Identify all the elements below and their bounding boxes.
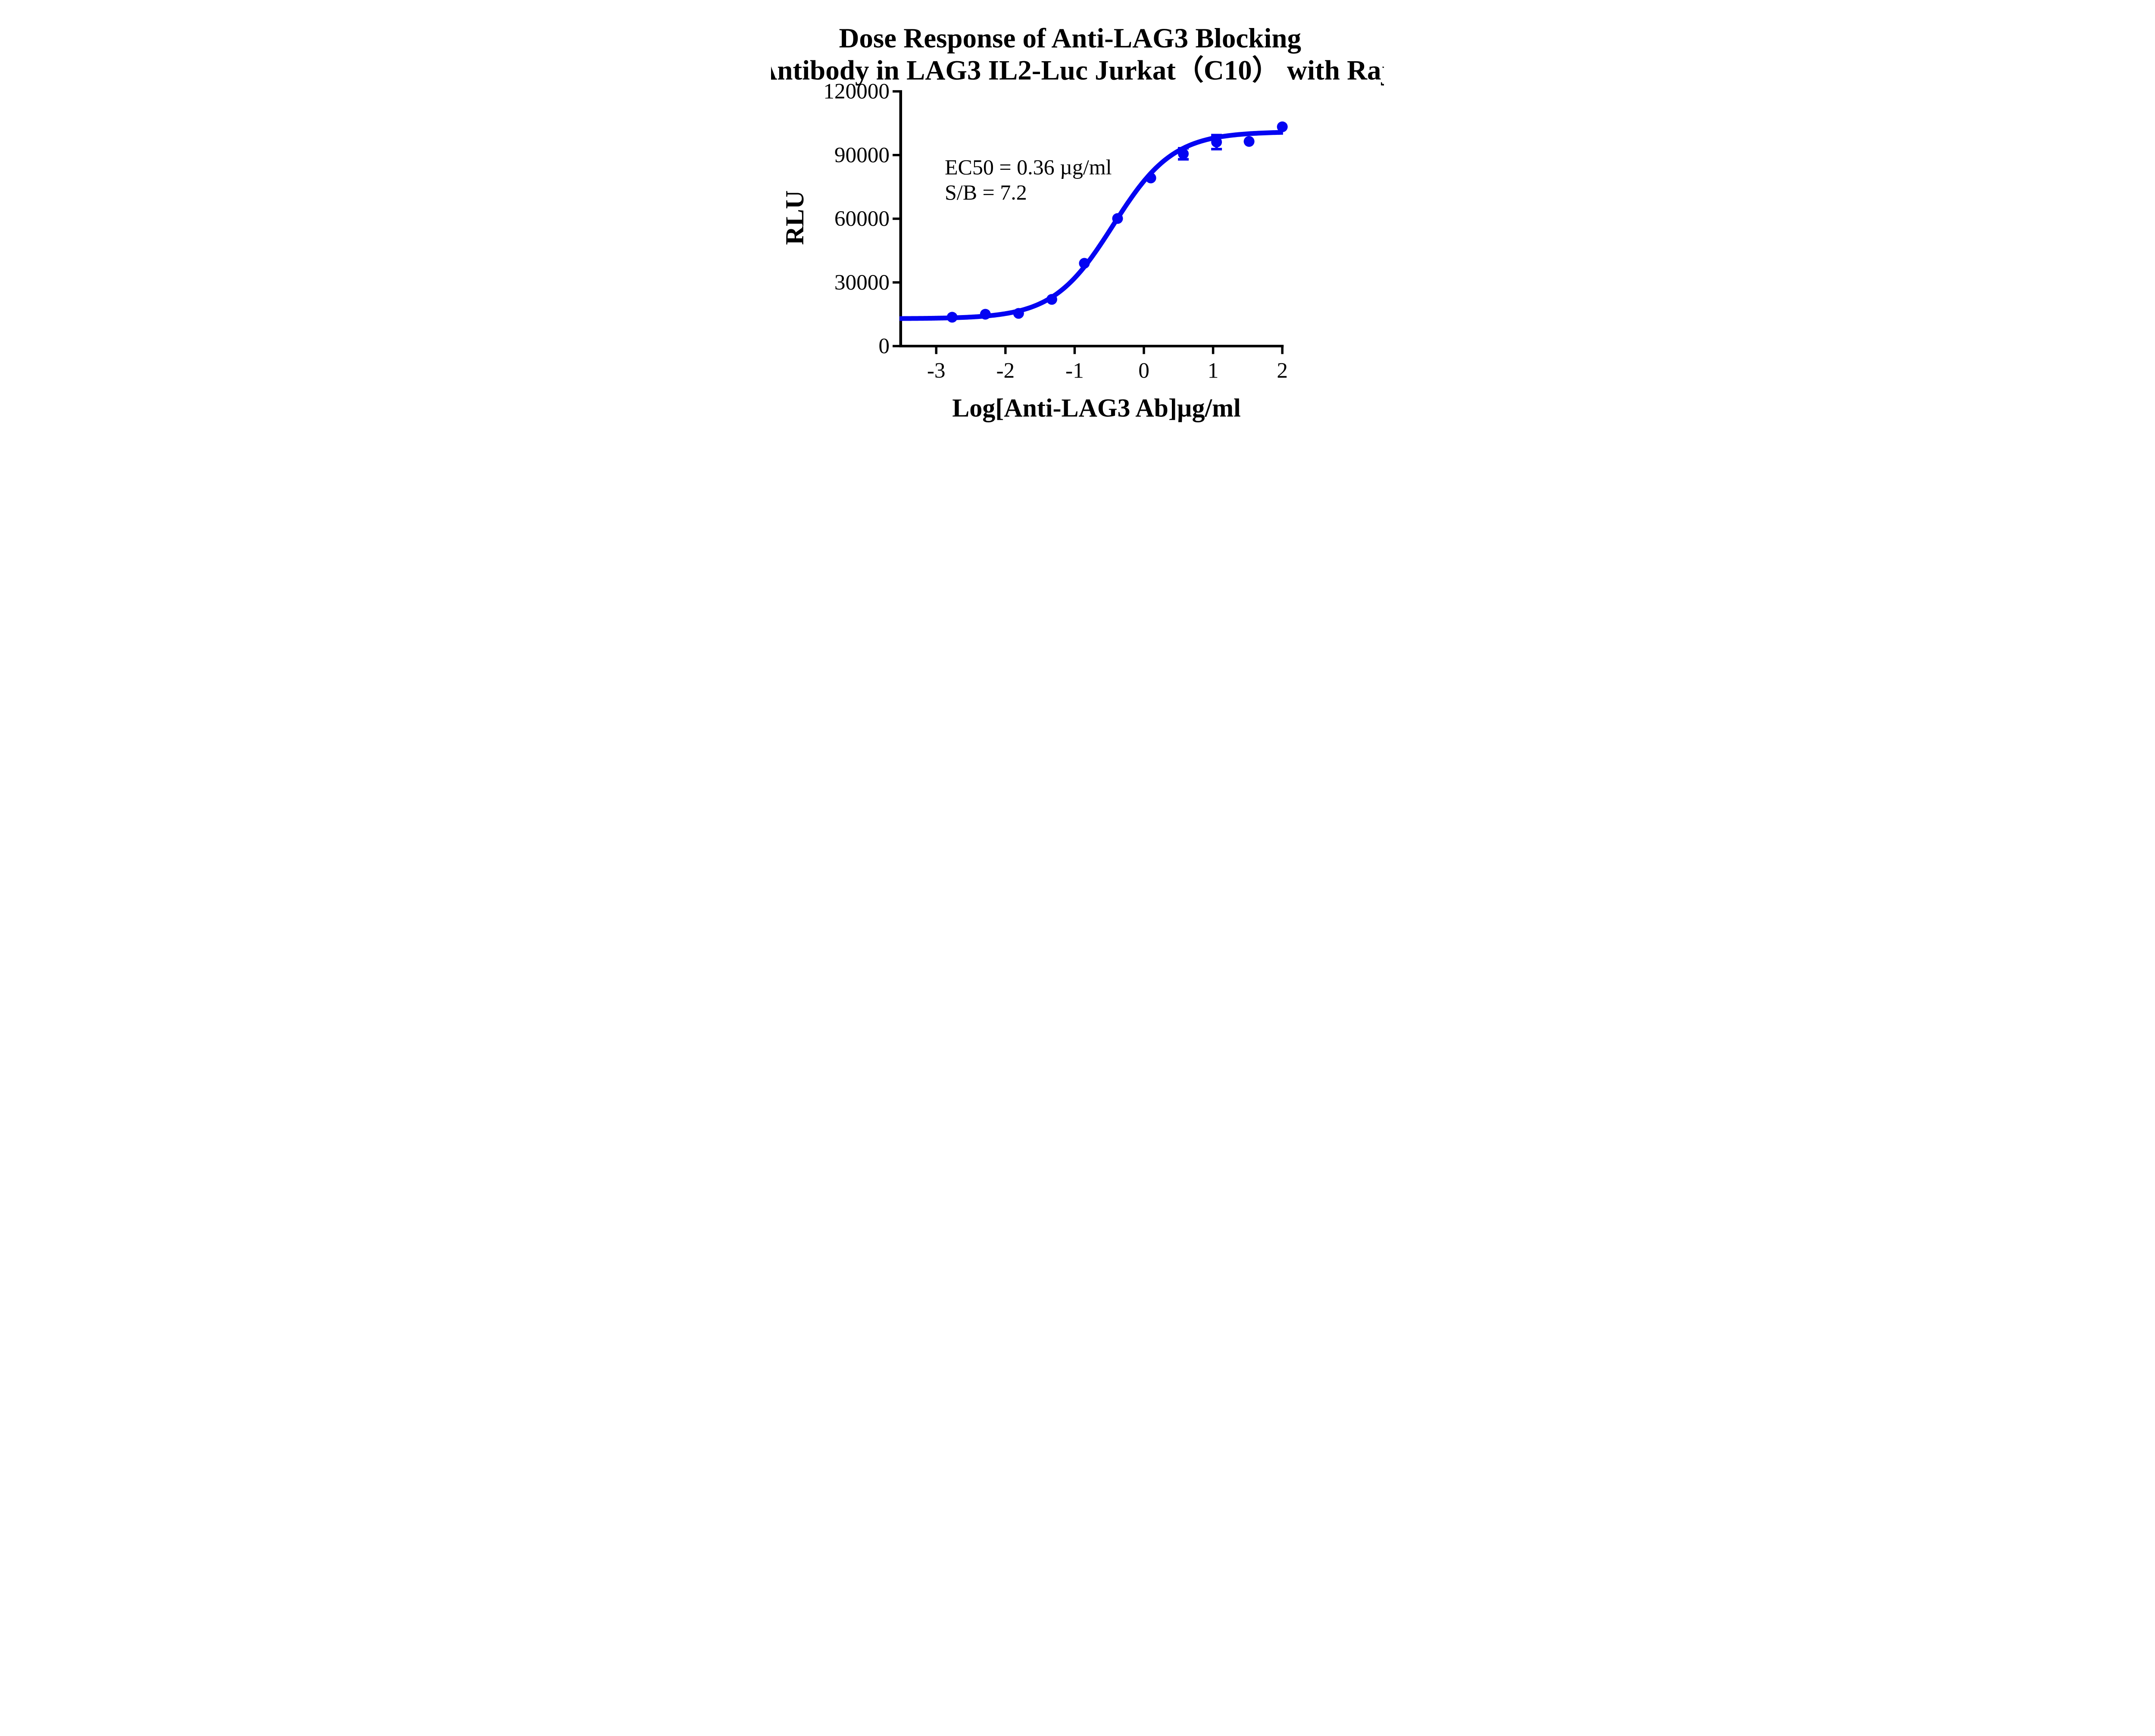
- y-axis-title: RLU: [781, 190, 809, 245]
- data-point: [1211, 137, 1222, 148]
- fit-curve-layer: [898, 130, 1284, 321]
- data-point: [1079, 258, 1090, 269]
- x-tick-label: 0: [1138, 358, 1149, 383]
- data-point: [1013, 308, 1024, 319]
- data-point: [1046, 294, 1057, 305]
- chart-title-line2: Antibody in LAG3 IL2-Luc Jurkat（C10） wit…: [771, 55, 1384, 86]
- y-tick-label: 120000: [823, 79, 890, 104]
- data-point: [1178, 148, 1189, 159]
- dose-response-figure: 0 30000 60000 90000 120000 -3 -2 -1 0 1 2 Dose Res…: [771, 0, 1384, 434]
- data-point: [1243, 136, 1255, 147]
- x-tick-label: -1: [1065, 358, 1084, 383]
- fit-curve: [898, 130, 1284, 321]
- y-tick-label: 30000: [834, 270, 890, 295]
- y-tick-label: 90000: [834, 143, 890, 167]
- data-points-layer: [946, 121, 1288, 323]
- chart-title-line1: Dose Response of Anti-LAG3 Blocking: [839, 23, 1301, 54]
- signal-background-annotation: S/B = 7.2: [945, 180, 1027, 204]
- x-axis-title: Log[Anti-LAG3 Ab]µg/ml: [952, 393, 1241, 422]
- data-point: [1277, 121, 1288, 132]
- x-tick-label: -2: [996, 358, 1015, 383]
- x-tick-label: -3: [927, 358, 946, 383]
- x-tick-label: 2: [1277, 358, 1288, 383]
- data-point: [946, 312, 958, 323]
- data-point: [1112, 213, 1123, 224]
- chart-canvas: 0 30000 60000 90000 120000 -3 -2 -1 0 1 2 Dose Res…: [771, 0, 1384, 434]
- data-point: [980, 309, 991, 320]
- y-tick-label: 0: [878, 334, 890, 359]
- axes-layer: 0 30000 60000 90000 120000 -3 -2 -1 0 1 2: [823, 79, 1288, 383]
- ec50-annotation: EC50 = 0.36 µg/ml: [945, 155, 1112, 179]
- data-point: [1145, 172, 1156, 184]
- y-tick-label: 60000: [834, 206, 890, 231]
- x-tick-label: 1: [1208, 358, 1219, 383]
